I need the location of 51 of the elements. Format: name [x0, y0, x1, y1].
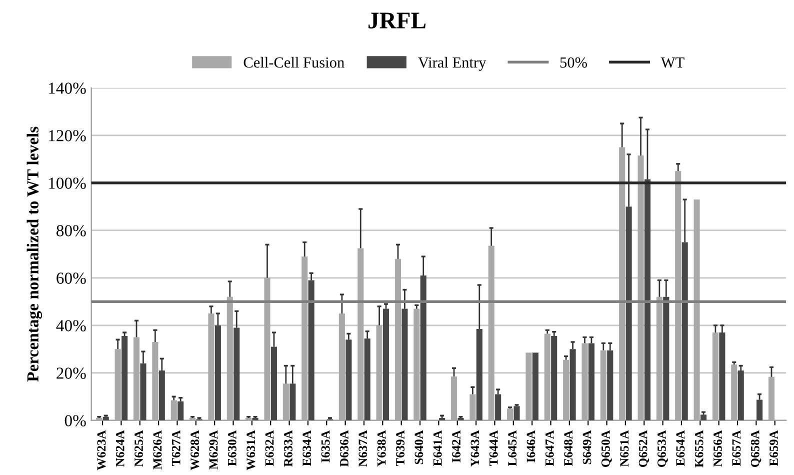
legend-label: Viral Entry: [418, 56, 486, 71]
chart-title: JRFL: [368, 12, 426, 28]
x-tick-label: W623A: [97, 430, 106, 470]
y-tick-label: 20%: [56, 368, 86, 379]
x-tick-label: S649A: [582, 430, 592, 464]
x-tick-label: N656A: [714, 430, 722, 467]
y-tick-label: 0%: [64, 415, 86, 426]
x-tick-label: D636A: [340, 430, 348, 467]
x-tick-label: Q658A: [750, 430, 762, 467]
x-tick-label: I646A: [526, 430, 536, 462]
y-tick-label: 60%: [56, 272, 86, 284]
x-tick-label: N651A: [620, 430, 629, 467]
x-tick-label: I635A: [321, 430, 330, 462]
x-tick-label: Y643A: [470, 430, 480, 467]
x-tick-label: S640A: [414, 430, 424, 464]
x-tick-label: T627A: [172, 430, 180, 466]
x-tick-label: Q650A: [601, 430, 612, 467]
x-tick-label: T644A: [489, 430, 498, 466]
x-tick-label: N625A: [134, 430, 143, 467]
x-tick-label: W631A: [246, 430, 256, 470]
x-tick-label: E648A: [564, 430, 573, 466]
x-tick-label: E654A: [676, 430, 685, 466]
x-tick-label: E657A: [732, 430, 741, 466]
x-tick-label: R633A: [284, 430, 292, 467]
x-tick-label: E632A: [265, 430, 274, 466]
y-tick-label: 40%: [56, 320, 86, 332]
x-tick-label: L645A: [508, 430, 517, 466]
legend-label: WT: [660, 58, 684, 68]
x-tick-label: Q652A: [638, 430, 650, 467]
y-tick-label: 120%: [49, 130, 86, 142]
x-tick-label: M626A: [153, 430, 162, 470]
x-tick-label: N637A: [358, 430, 368, 467]
x-tick-label: E630A: [228, 430, 236, 466]
x-tick-label: E641A: [433, 430, 442, 466]
x-tick-label: Q653A: [658, 430, 668, 467]
legend-label: Cell-Cell Fusion: [244, 56, 344, 68]
x-tick-label: E634A: [302, 430, 312, 466]
y-tick-label: 140%: [49, 82, 86, 94]
y-tick-label: 80%: [56, 225, 86, 236]
x-tick-label: I642A: [452, 430, 460, 462]
y-axis-title: Percentage normalized to WT levels: [26, 126, 42, 382]
x-tick-label: E647A: [545, 430, 554, 466]
x-tick-label: K655A: [694, 430, 704, 468]
x-tick-label: T639A: [396, 430, 404, 466]
legend-label: 50%: [560, 57, 587, 68]
y-tick-label: 100%: [49, 178, 86, 189]
x-tick-label: E659A: [770, 430, 778, 466]
x-tick-label: M629A: [209, 430, 218, 470]
x-tick-label: N624A: [116, 430, 124, 467]
x-tick-label: Y638A: [377, 430, 386, 467]
x-tick-label: W628A: [190, 430, 200, 470]
